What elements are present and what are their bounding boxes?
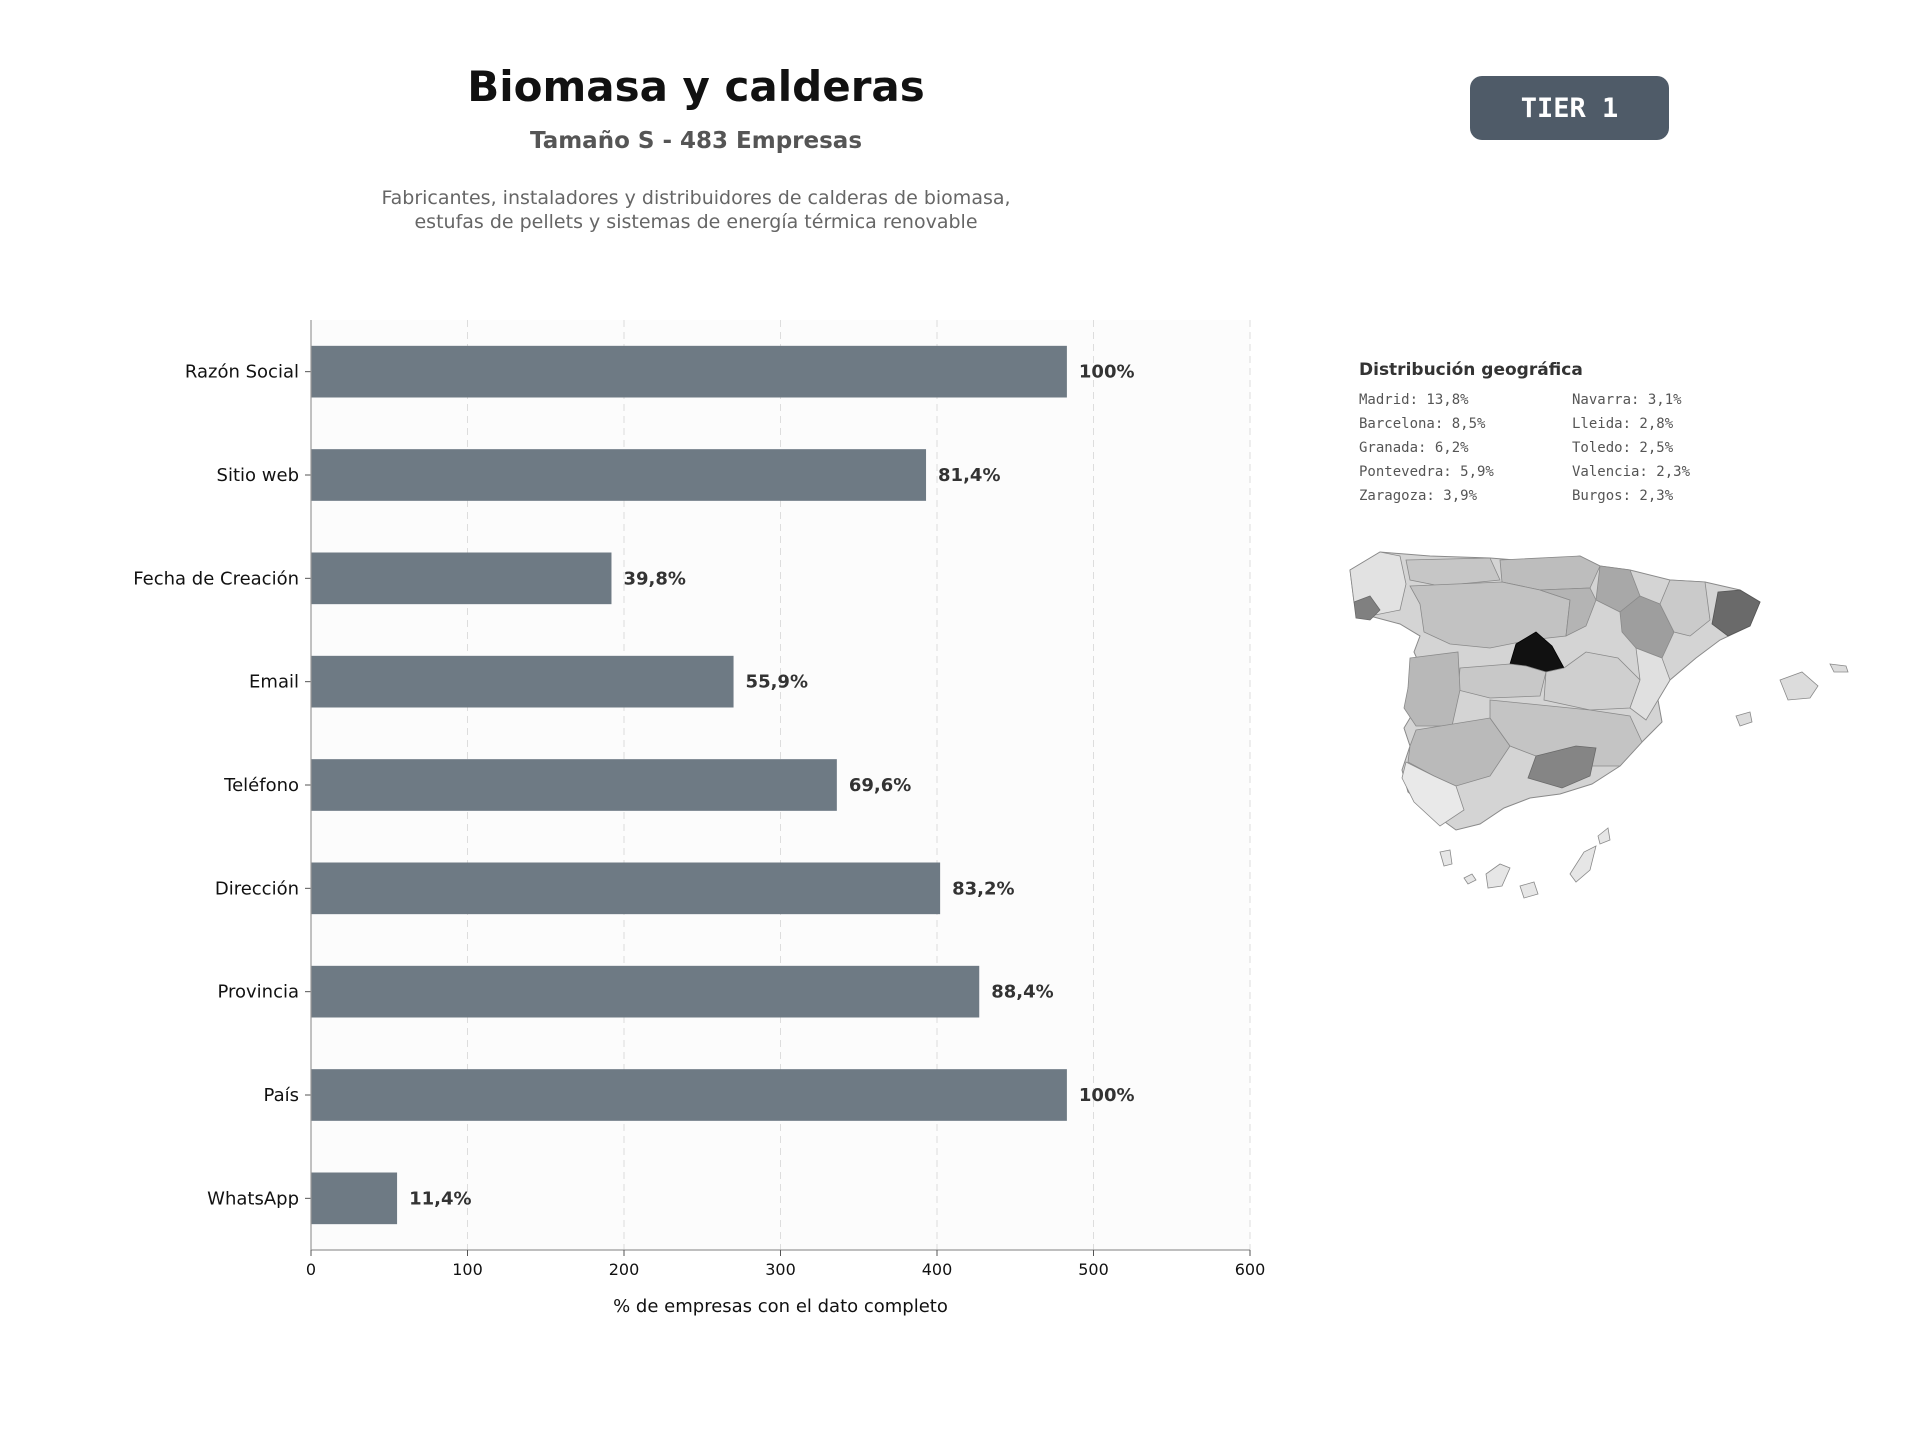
bar — [311, 1069, 1067, 1121]
geo-title: Distribución geográfica — [1359, 360, 1583, 380]
y-tick-label: Provincia — [217, 982, 299, 1003]
geo-distribution-panel: Distribución geográfica Madrid: 13,8% Na… — [1359, 360, 1879, 504]
map-region-toledo — [1457, 663, 1547, 699]
bar — [311, 449, 927, 501]
map-region-burgos — [1539, 587, 1597, 637]
data-label: 55,9% — [746, 672, 808, 693]
page-description: Fabricantes, instaladores y distribuidor… — [0, 186, 1392, 234]
map-region-lleida — [1659, 579, 1711, 637]
geo-item: Valencia: 2,3% — [1572, 464, 1691, 480]
map-region-zaragoza — [1619, 595, 1675, 659]
geo-item: Navarra: 3,1% — [1572, 392, 1682, 408]
y-tick-label: Fecha de Creación — [133, 568, 299, 589]
geo-item: Lleida: 2,8% — [1572, 416, 1674, 432]
geo-item: Burgos: 2,3% — [1572, 488, 1674, 504]
bar-chart: 100% Razón Social 81,4% Sitio web 39,8% Fecha… — [133, 320, 1266, 1317]
map-region-cadiz — [1401, 761, 1465, 827]
x-tick-label: 600 — [1235, 1260, 1266, 1279]
geo-item: Granada: 6,2% — [1359, 440, 1469, 456]
map-region-valencia — [1629, 647, 1671, 721]
map-island-canary-3 — [1485, 863, 1511, 889]
geo-item: Pontevedra: 5,9% — [1359, 464, 1494, 480]
y-tick-label: Teléfono — [223, 775, 299, 796]
geo-item: Toledo: 2,5% — [1572, 440, 1674, 456]
data-label: 39,8% — [623, 568, 685, 589]
map-region-barcelona — [1711, 589, 1761, 637]
data-label: 11,4% — [409, 1188, 471, 1209]
map-region-pontevedra — [1353, 595, 1381, 621]
description-line: Fabricantes, instaladores y distribuidor… — [381, 187, 1011, 209]
data-label: 81,4% — [938, 465, 1000, 486]
description-line: estufas de pellets y sistemas de energía… — [414, 211, 978, 233]
map-island-canary-6 — [1597, 827, 1611, 845]
bar — [311, 552, 612, 605]
x-tick-label: 100 — [452, 1260, 483, 1279]
map-island-ibiza — [1735, 711, 1753, 727]
x-tick-label: 300 — [765, 1260, 796, 1279]
map-region-extremadura — [1403, 651, 1461, 727]
data-label: 88,4% — [991, 982, 1053, 1003]
geo-item: Madrid: 13,8% — [1359, 392, 1469, 408]
y-tick-label: Sitio web — [217, 465, 299, 486]
data-label: 83,2% — [952, 878, 1014, 899]
page-title: Biomasa y calderas — [467, 62, 925, 111]
bar — [311, 862, 941, 915]
x-tick-label: 400 — [922, 1260, 953, 1279]
map-region-asturias — [1405, 557, 1501, 587]
x-tick-label: 0 — [306, 1260, 316, 1279]
x-tick-label: 200 — [609, 1260, 640, 1279]
page-subtitle: Tamaño S - 483 Empresas — [529, 128, 863, 154]
geo-item: Zaragoza: 3,9% — [1359, 488, 1478, 504]
x-axis-label: % de empresas con el dato completo — [613, 1296, 948, 1317]
map-island-menorca — [1829, 663, 1849, 673]
bar — [311, 655, 734, 708]
map-island-canary-2 — [1463, 873, 1477, 885]
tier-badge: TIER 1 — [1470, 76, 1669, 140]
data-label: 100% — [1079, 1085, 1135, 1106]
geo-item: Barcelona: 8,5% — [1359, 416, 1486, 432]
y-tick-label: WhatsApp — [207, 1188, 299, 1209]
map-region-andalucia-east — [1489, 699, 1643, 767]
bar — [311, 1172, 398, 1225]
map-island-canary-5 — [1569, 845, 1597, 883]
bar — [311, 965, 980, 1018]
spain-map — [1349, 551, 1849, 899]
map-island-canary-4 — [1519, 881, 1539, 899]
bar — [311, 759, 837, 811]
bar — [311, 345, 1067, 398]
map-island-canary-1 — [1439, 849, 1453, 867]
map-island-mallorca — [1779, 671, 1819, 701]
y-tick-label: Email — [249, 672, 299, 693]
map-region-granada — [1527, 745, 1597, 789]
data-label: 100% — [1079, 362, 1135, 383]
y-tick-label: Razón Social — [185, 362, 299, 383]
y-tick-label: Dirección — [215, 878, 299, 899]
y-tick-label: País — [264, 1085, 299, 1106]
x-tick-label: 500 — [1078, 1260, 1109, 1279]
data-label: 69,6% — [849, 775, 911, 796]
geo-list: Madrid: 13,8% Navarra: 3,1% Barcelona: 8… — [1359, 392, 1879, 504]
